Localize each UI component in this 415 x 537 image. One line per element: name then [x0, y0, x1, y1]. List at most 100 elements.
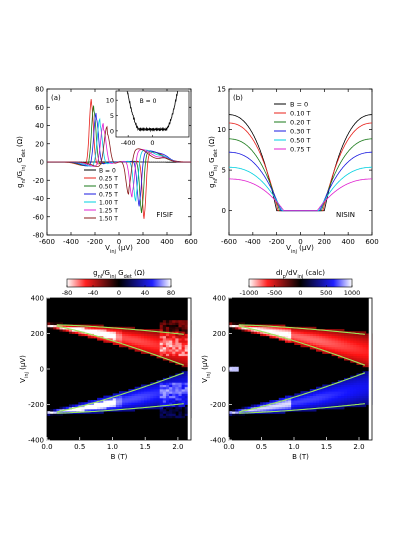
panel-c-cell: [72, 405, 76, 408]
panel-c-cell: [182, 413, 186, 416]
panel-c-xtick-label: 1.5: [140, 443, 151, 451]
panel-c-cell: [47, 322, 51, 325]
panel-c-cell: [166, 327, 170, 330]
panel-b-xtick-label: -600: [221, 238, 237, 246]
panel-c-label: (c): [52, 303, 63, 311]
panel-c-cell: [103, 396, 107, 399]
panel-c-cell: [175, 416, 179, 419]
panel-b-ytick-label: 10: [217, 126, 226, 134]
panel-a-xtick-label: 200: [136, 238, 149, 246]
panel-d-cell: [229, 411, 233, 414]
panel-c-xtick-label: 2.0: [172, 443, 183, 451]
panel-d-colorbar-tick-label: -500: [267, 289, 282, 297]
panel-c-cell: [60, 407, 64, 410]
panel-a-label: (a): [51, 94, 61, 102]
panel-d-heatmap-layer: [229, 298, 372, 440]
panel-a-ytick-label: 40: [35, 122, 44, 130]
panel-a-xtick-label: -200: [87, 238, 103, 246]
panel-c-colorbar-tick-label: 80: [167, 289, 175, 297]
panel-a-ytick-label: -80: [33, 232, 44, 240]
panel-c-cell: [163, 320, 167, 323]
panel-d-cell: [254, 405, 258, 408]
panel-d-colorbar-tick-label: -1000: [240, 289, 259, 297]
panel-d-cell: [263, 402, 267, 405]
panel-b-series-line: [229, 152, 372, 211]
panel-d-ytick-label: 200: [213, 330, 226, 338]
panel-c-cell: [47, 411, 51, 414]
inset-label: B = 0: [140, 98, 157, 105]
panel-c-colorbar-tick-label: 40: [141, 289, 149, 297]
panel-c-cell: [160, 322, 164, 325]
panel-c-ytick-label: 400: [31, 295, 44, 303]
panel-c-cell: [50, 322, 54, 325]
panel-a-xlabel: Vinj (μV): [105, 244, 133, 255]
panel-d-xlabel: B (T): [292, 453, 309, 461]
panel-b-legend-entry: 0.10 T: [290, 110, 311, 118]
panel-a-ytick-label: -20: [33, 177, 44, 185]
panel-d-ylabel: Vinj (μV): [201, 355, 212, 383]
panel-d-xtick-label: 1.0: [288, 443, 299, 451]
panel-d-xtick-label: 2.0: [353, 443, 364, 451]
panel-d-cell: [301, 391, 305, 394]
panel-d-cell: [232, 322, 236, 325]
panel-a-legend-entry: 1.50 T: [99, 216, 118, 223]
panel-a-legend-entry: 0.25 T: [99, 176, 118, 183]
panel-a-legend-entry: B = 0: [99, 168, 116, 175]
panel-d-cell: [235, 367, 239, 370]
panel-c-cell: [163, 416, 167, 419]
panel-a-ytick-label: 80: [35, 86, 44, 94]
panel-d-cell: [341, 329, 345, 332]
panel-b-series-line: [229, 167, 372, 211]
panel-c-cell: [175, 327, 179, 330]
panel-b-xtick-label: 400: [341, 238, 354, 246]
panel-d-cell: [279, 398, 283, 401]
panel-c-cell: [53, 322, 57, 325]
panel-a-legend-entry: 1.00 T: [99, 200, 118, 207]
panel-c-cell: [178, 320, 182, 323]
panel-c-cell: [69, 405, 73, 408]
panel-b-series-line: [229, 179, 372, 211]
panel-c-blank-region: [188, 298, 191, 440]
panel-c-xtick-label: 1.0: [107, 443, 118, 451]
panel-c-cell: [175, 320, 179, 323]
panel-d-cell: [251, 405, 255, 408]
panel-b-ytick-label: 15: [217, 86, 226, 94]
inset-ytick-label: 0: [110, 127, 114, 135]
panel-c-cell: [172, 409, 176, 412]
panel-c-cell: [163, 409, 167, 412]
inset-ytick-label: 5: [110, 112, 114, 120]
panel-b-xtick-label: 200: [318, 238, 331, 246]
panel-b-label: (b): [233, 94, 243, 102]
panel-b-ytick-label: 0: [222, 207, 226, 215]
panel-c-cell: [53, 409, 57, 412]
panel-c-cell: [166, 320, 170, 323]
inset-xtick-label: -400: [121, 139, 136, 147]
panel-d-ytick-label: 0: [222, 366, 226, 374]
panel-c-colorbar-label: gnl/Ginj Gdet (Ω): [93, 269, 145, 280]
panel-b-xlabel: Vinj (μV): [286, 244, 314, 255]
panel-c-colorbar-tick-label: 0: [117, 289, 121, 297]
panel-d-ytick-label: -400: [210, 437, 226, 445]
panel-d-background: [229, 298, 372, 440]
panel-a-ylabel: gnl/Ginj Gdet (Ω): [16, 136, 27, 188]
panel-c-cell: [166, 411, 170, 414]
panel-c-cell: [50, 409, 54, 412]
panel-d-ytick-label: -200: [210, 401, 226, 409]
inset-ytick-label: 10: [106, 97, 114, 105]
panel-d-xtick-label: 1.5: [321, 443, 332, 451]
panel-c-colorbar-tick-label: -80: [62, 289, 73, 297]
panel-a-ytick-label: 20: [35, 140, 44, 148]
panel-d-cell: [235, 409, 239, 412]
panel-d-xtick-label: 0.5: [256, 443, 267, 451]
panel-c-ytick-label: -200: [28, 401, 44, 409]
panel-c-cell: [63, 407, 67, 410]
panel-d-colorbar-label: dIp/dVinj (calc): [276, 269, 325, 280]
panel-b-xtick-label: 600: [365, 238, 378, 246]
panel-c-cell: [169, 320, 173, 323]
panel-d-cell: [235, 322, 239, 325]
panel-d-colorbar-tick-label: 1000: [344, 289, 361, 297]
panel-a-xtick-label: 400: [160, 238, 173, 246]
panel-b-annotation: NISIN: [336, 211, 355, 219]
panel-d-cell: [232, 367, 236, 370]
panel-c-background: [47, 298, 191, 440]
